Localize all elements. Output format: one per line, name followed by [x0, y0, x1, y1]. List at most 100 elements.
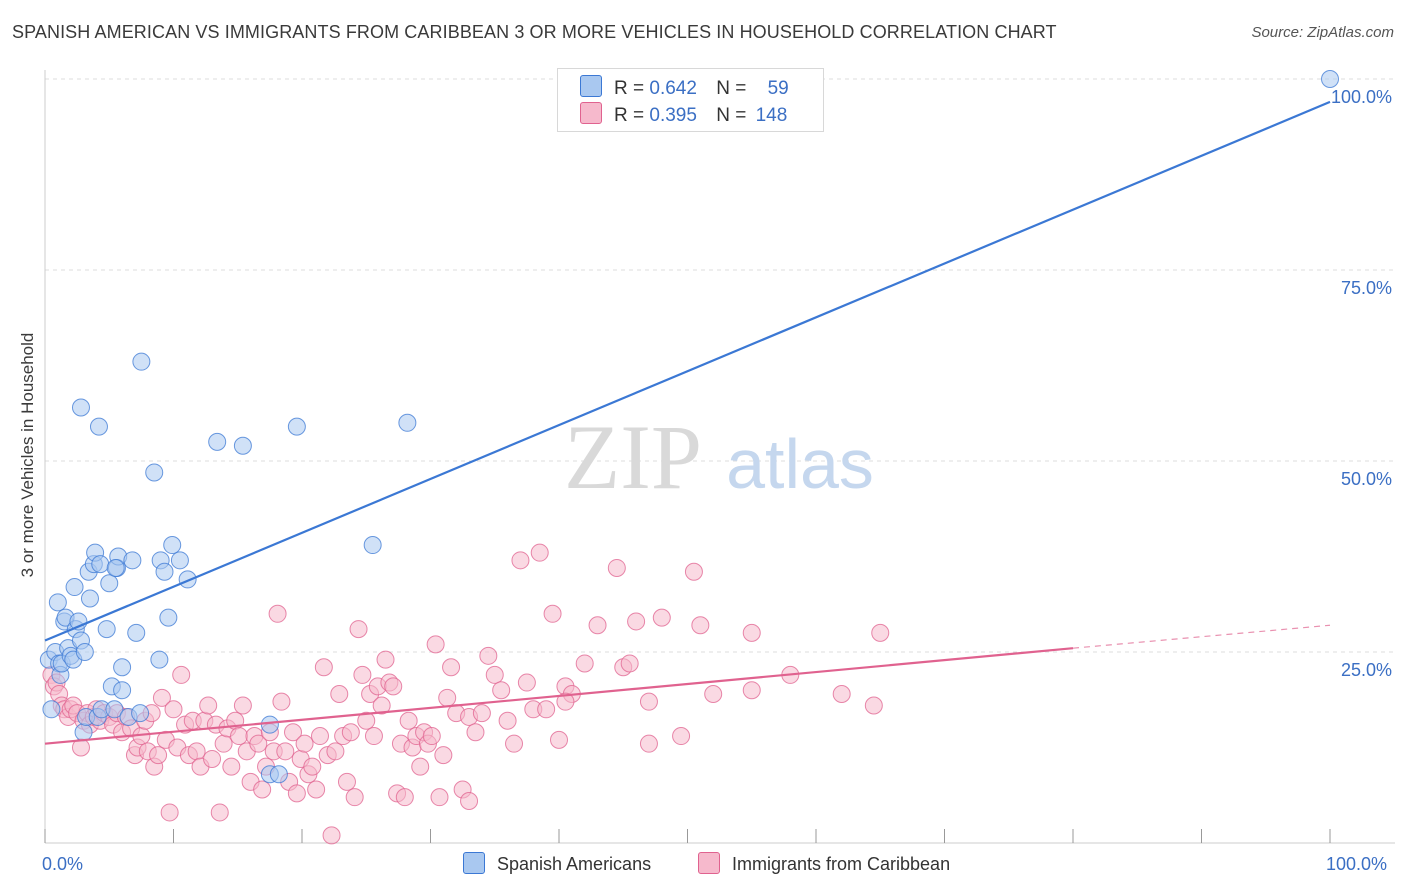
caribbean-point — [214, 734, 233, 753]
caribbean-point — [422, 727, 441, 746]
bottom-legend-spanish: Spanish Americans — [463, 852, 651, 875]
watermark: ZIP atlas — [564, 406, 874, 508]
spanish-point — [74, 723, 93, 742]
caribbean-point — [639, 692, 658, 711]
caribbean-point — [871, 623, 890, 642]
watermark-atlas: atlas — [726, 425, 874, 503]
caribbean-point — [310, 727, 329, 746]
caribbean-point — [485, 665, 504, 684]
trend-lines — [44, 100, 1331, 745]
series-spanish-points — [39, 70, 1339, 784]
spanish-point — [113, 658, 132, 677]
caribbean-point — [691, 616, 710, 635]
legend-row-spanish: R = 0.642 N = 59 — [580, 75, 789, 99]
caribbean-point — [272, 692, 291, 711]
spanish-point — [233, 436, 252, 455]
caribbean-point — [517, 673, 536, 692]
caribbean-point — [249, 734, 268, 753]
legend-swatch-pink — [580, 102, 602, 124]
caribbean-point — [472, 704, 491, 723]
caribbean-point — [187, 742, 206, 761]
spanish-point — [127, 623, 146, 642]
caribbean-point — [652, 608, 671, 627]
chart-title: SPANISH AMERICAN VS IMMIGRANTS FROM CARI… — [12, 22, 1057, 42]
spanish-point — [113, 681, 132, 700]
caribbean-point — [284, 723, 303, 742]
legend-n-label: N = — [716, 105, 747, 126]
spanish-point — [363, 536, 382, 555]
caribbean-point — [492, 681, 511, 700]
bottom-legend-swatch-blue — [463, 852, 485, 874]
caribbean-point — [556, 692, 575, 711]
caribbean-point — [832, 685, 851, 704]
caribbean-point — [364, 727, 383, 746]
bottom-legend-label: Spanish Americans — [497, 854, 652, 874]
caribbean-point — [152, 688, 171, 707]
caribbean-point — [620, 654, 639, 673]
spanish-point — [131, 704, 150, 723]
caribbean-point — [498, 711, 517, 730]
spanish-point — [163, 536, 182, 555]
caribbean-point — [199, 696, 218, 715]
spanish-point — [145, 463, 164, 482]
spanish-point — [42, 700, 61, 719]
caribbean-point — [672, 727, 691, 746]
caribbean-trend-extension — [1072, 624, 1331, 649]
caribbean-point — [303, 757, 322, 776]
caribbean-point — [434, 746, 453, 765]
legend-r-value: 0.395 — [649, 105, 697, 126]
caribbean-point — [505, 734, 524, 753]
caribbean-point — [330, 685, 349, 704]
caribbean-point — [210, 803, 229, 822]
caribbean-point — [230, 727, 249, 746]
caribbean-point — [438, 688, 457, 707]
y-tick-label-75: 75.0% — [1340, 278, 1392, 298]
x-tick-label-max: 100.0% — [1326, 854, 1388, 874]
caribbean-point — [276, 742, 295, 761]
caribbean-point — [588, 616, 607, 635]
y-tick-label-50: 50.0% — [1340, 469, 1392, 489]
watermark-zip: ZIP — [564, 406, 702, 508]
caribbean-point — [395, 788, 414, 807]
spanish-point — [75, 643, 94, 661]
spanish-point — [48, 593, 67, 612]
axes — [44, 70, 1395, 844]
caribbean-point — [742, 623, 761, 642]
caribbean-point — [460, 791, 479, 810]
caribbean-point — [164, 700, 183, 719]
spanish-point — [208, 432, 227, 451]
bottom-legend-swatch-pink — [698, 852, 720, 874]
caribbean-point — [203, 749, 222, 768]
spanish-point — [89, 417, 108, 436]
x-tick-label-min: 0.0% — [42, 854, 84, 874]
legend-n-value: 148 — [755, 105, 788, 126]
caribbean-point — [287, 784, 306, 803]
caribbean-point — [466, 723, 485, 742]
caribbean-point — [511, 551, 530, 570]
spanish-point — [260, 715, 279, 734]
legend-n-label: N = — [716, 78, 747, 99]
stats-legend: R = 0.642 N = 59 R = 0.395 N = 148 — [557, 68, 824, 132]
caribbean-point — [575, 654, 594, 673]
caribbean-point — [530, 543, 549, 562]
bottom-legend-label: Immigrants from Caribbean — [732, 854, 951, 874]
grid-lines — [45, 78, 1395, 653]
caribbean-point — [742, 681, 761, 700]
spanish-point — [398, 413, 417, 432]
caribbean-point — [684, 562, 703, 581]
caribbean-point — [353, 665, 372, 684]
caribbean-point — [160, 803, 179, 822]
caribbean-point — [399, 711, 418, 730]
spanish-point — [105, 700, 124, 719]
legend-r-label: R = — [614, 78, 645, 99]
caribbean-point — [639, 734, 658, 753]
caribbean-point — [430, 788, 449, 807]
caribbean-point — [607, 558, 626, 577]
legend-row-caribbean: R = 0.395 N = 148 — [580, 102, 787, 126]
spanish-point — [1321, 70, 1339, 88]
source-label: Source: ZipAtlas.com — [1251, 24, 1394, 41]
caribbean-point — [233, 696, 252, 715]
caribbean-point — [314, 658, 333, 677]
spanish-point — [80, 589, 99, 608]
